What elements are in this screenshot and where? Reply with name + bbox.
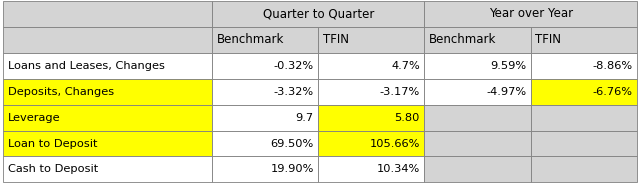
Text: Loans and Leases, Changes: Loans and Leases, Changes [8, 61, 164, 71]
Text: Leverage: Leverage [8, 113, 60, 123]
Bar [212, 79, 318, 105]
Bar [318, 27, 424, 53]
Bar [212, 27, 318, 53]
Bar [3, 131, 212, 157]
Text: -0.32%: -0.32% [274, 61, 314, 71]
Bar [3, 105, 212, 131]
Text: -4.97%: -4.97% [486, 87, 526, 97]
Bar [3, 79, 212, 105]
Bar [531, 53, 637, 79]
Text: Year over Year: Year over Year [488, 7, 573, 20]
Bar [531, 157, 637, 182]
Text: 69.50%: 69.50% [271, 139, 314, 149]
Bar [424, 79, 531, 105]
Bar [212, 157, 318, 182]
Bar [318, 131, 424, 157]
Bar [424, 27, 531, 53]
Bar [424, 131, 531, 157]
Bar [3, 1, 212, 27]
Text: TFIN: TFIN [323, 33, 349, 46]
Bar [424, 1, 637, 27]
Text: 105.66%: 105.66% [370, 139, 420, 149]
Text: Loan to Deposit: Loan to Deposit [8, 139, 97, 149]
Bar [531, 79, 637, 105]
Bar [531, 131, 637, 157]
Text: -6.76%: -6.76% [593, 87, 632, 97]
Text: Benchmark: Benchmark [429, 33, 496, 46]
Text: -8.86%: -8.86% [592, 61, 632, 71]
Bar [3, 157, 212, 182]
Text: Quarter to Quarter: Quarter to Quarter [262, 7, 374, 20]
Text: TFIN: TFIN [535, 33, 561, 46]
Text: -3.17%: -3.17% [380, 87, 420, 97]
Bar [424, 105, 531, 131]
Bar [212, 105, 318, 131]
Text: Deposits, Changes: Deposits, Changes [8, 87, 114, 97]
Bar [212, 53, 318, 79]
Text: Cash to Deposit: Cash to Deposit [8, 164, 98, 174]
Bar [212, 1, 424, 27]
Text: Benchmark: Benchmark [216, 33, 284, 46]
Text: 19.90%: 19.90% [271, 164, 314, 174]
Text: 4.7%: 4.7% [391, 61, 420, 71]
Text: 9.59%: 9.59% [490, 61, 526, 71]
Text: -3.32%: -3.32% [274, 87, 314, 97]
Text: 5.80: 5.80 [395, 113, 420, 123]
Bar [318, 105, 424, 131]
Bar [531, 27, 637, 53]
Bar [531, 105, 637, 131]
Bar [318, 157, 424, 182]
Bar [3, 27, 212, 53]
Bar [3, 53, 212, 79]
Bar [318, 79, 424, 105]
Bar [212, 131, 318, 157]
Bar [424, 53, 531, 79]
Text: 9.7: 9.7 [296, 113, 314, 123]
Bar [318, 53, 424, 79]
Text: 10.34%: 10.34% [377, 164, 420, 174]
Bar [424, 157, 531, 182]
